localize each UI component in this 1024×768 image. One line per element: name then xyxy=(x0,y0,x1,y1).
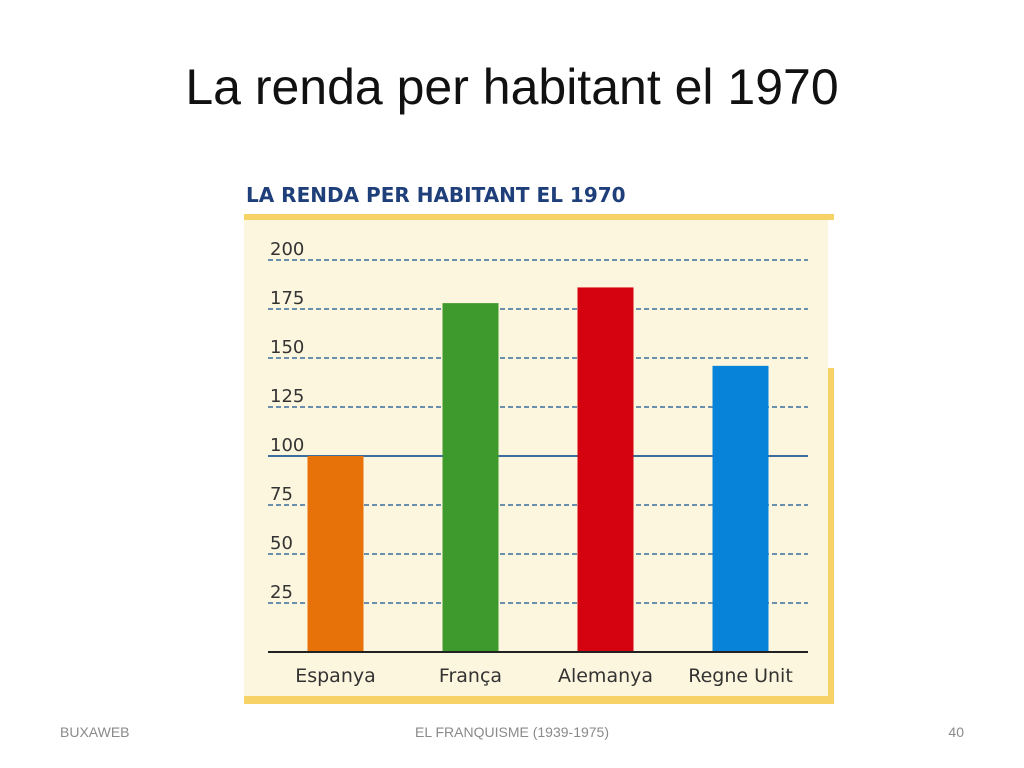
chart-frame-top xyxy=(244,214,834,220)
bar-espanya xyxy=(307,456,364,652)
footer-topic: EL FRANQUISME (1939-1975) xyxy=(415,724,609,740)
x-tick-label: Regne Unit xyxy=(688,665,793,687)
slide-number: 40 xyxy=(948,724,964,740)
bar-alemanya xyxy=(577,287,634,652)
y-tick-label: 100 xyxy=(270,435,304,456)
y-tick-label: 175 xyxy=(270,288,304,309)
y-tick-label: 125 xyxy=(270,386,304,407)
y-axis-ticks: 25 50 75 100 125 150 175 200 xyxy=(270,239,304,603)
y-tick-label: 50 xyxy=(270,533,293,554)
chart-frame-right xyxy=(826,368,834,704)
y-tick-label: 200 xyxy=(270,239,304,260)
bar-frança xyxy=(442,303,499,652)
bar-chart: LA RENDA PER HABITANT EL 1970 25 50 75 100 1… xyxy=(244,183,834,704)
footer-author: BUXAWEB xyxy=(60,724,130,740)
slide-title: La renda per habitant el 1970 xyxy=(185,59,839,115)
bars xyxy=(307,287,769,652)
chart-title: LA RENDA PER HABITANT EL 1970 xyxy=(246,183,626,207)
x-axis-labels: Espanya França Alemanya Regne Unit xyxy=(295,665,793,687)
x-tick-label: França xyxy=(439,665,502,687)
chart-frame-bottom xyxy=(244,696,834,704)
chart-container: LA RENDA PER HABITANT EL 1970 25 50 75 100 1… xyxy=(238,170,838,710)
bar-regne-unit xyxy=(712,365,769,652)
y-tick-label: 150 xyxy=(270,337,304,358)
x-tick-label: Espanya xyxy=(295,665,376,687)
y-tick-label: 75 xyxy=(270,484,293,505)
y-tick-label: 25 xyxy=(270,582,293,603)
x-tick-label: Alemanya xyxy=(558,665,653,687)
